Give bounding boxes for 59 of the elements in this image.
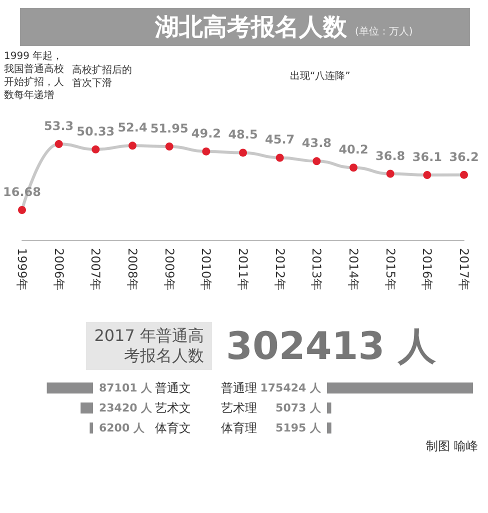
point <box>239 148 247 157</box>
chart-subtitle: (单位：万人) <box>355 26 413 38</box>
data-label: 175424 人 <box>260 382 322 394</box>
data-label: 6200 人 <box>99 422 146 434</box>
y-tick-label: 体育理 <box>221 421 257 435</box>
point <box>276 154 284 162</box>
point <box>423 171 432 180</box>
x-tick-label: 2010年 <box>199 248 214 291</box>
point <box>460 170 468 179</box>
text: 高校扩招后的首次下滑 <box>72 64 132 89</box>
y-tick-label: 艺术理 <box>221 401 257 415</box>
x-tick-label: 2006年 <box>52 248 66 291</box>
data-label: 49.2 <box>191 126 221 140</box>
data-label: 50.33 <box>76 124 115 138</box>
point <box>386 170 394 178</box>
point <box>312 157 321 166</box>
text: 302413 人 <box>226 322 436 370</box>
point <box>18 206 26 214</box>
x-tick-label: 2007年 <box>88 248 103 291</box>
y-tick-label: 艺术文 <box>155 401 191 415</box>
x-tick-label: 2017年 <box>457 248 471 291</box>
data-label: 23420 人 <box>99 402 154 414</box>
y-tick-label: 体育文 <box>155 421 191 435</box>
y-tick-label: 普通理 <box>221 381 257 395</box>
data-label: 52.4 <box>118 120 148 135</box>
x-tick-label: 2009年 <box>162 248 176 291</box>
data-label: 5073 人 <box>276 402 322 414</box>
text: 出现“八连降” <box>290 70 350 82</box>
data-label: 48.5 <box>228 128 258 142</box>
y-tick-label: 普通文 <box>155 381 191 395</box>
data-label: 5195 人 <box>276 422 322 434</box>
data-label: 45.7 <box>265 132 295 147</box>
point <box>202 147 210 156</box>
data-label: 36.8 <box>376 148 406 163</box>
x-tick-label: 2011年 <box>236 248 250 291</box>
chart-title: 湖北高考报名人数 <box>154 13 348 41</box>
x-tick-label: 2008年 <box>126 248 140 291</box>
x-tick-label: 1999年 <box>15 248 29 291</box>
data-label: 16.68 <box>3 184 41 199</box>
x-tick-label: 2015年 <box>383 248 398 291</box>
text: 1999 年起，我国普通高校开始扩招，人数每年递增 <box>4 50 64 101</box>
text: 制图 喻峰 <box>426 439 478 453</box>
x-tick-label: 2013年 <box>310 248 324 291</box>
x-tick-label: 2016年 <box>420 248 434 291</box>
text: 2017 年普通高考报名人数 <box>86 322 212 370</box>
point <box>128 142 136 150</box>
data-label: 51.95 <box>150 121 188 136</box>
point <box>350 164 358 172</box>
point <box>92 145 100 154</box>
x-tick-label: 2012年 <box>272 248 287 291</box>
x-tick-label: 2014年 <box>346 248 360 291</box>
data-label: 40.2 <box>338 142 368 157</box>
point <box>165 142 174 150</box>
data-label: 36.1 <box>412 150 442 164</box>
data-label: 43.8 <box>302 136 332 150</box>
data-label: 53.3 <box>44 119 74 134</box>
data-label: 36.2 <box>449 150 479 164</box>
data-label: 87101 人 <box>99 382 154 394</box>
point <box>54 140 63 148</box>
